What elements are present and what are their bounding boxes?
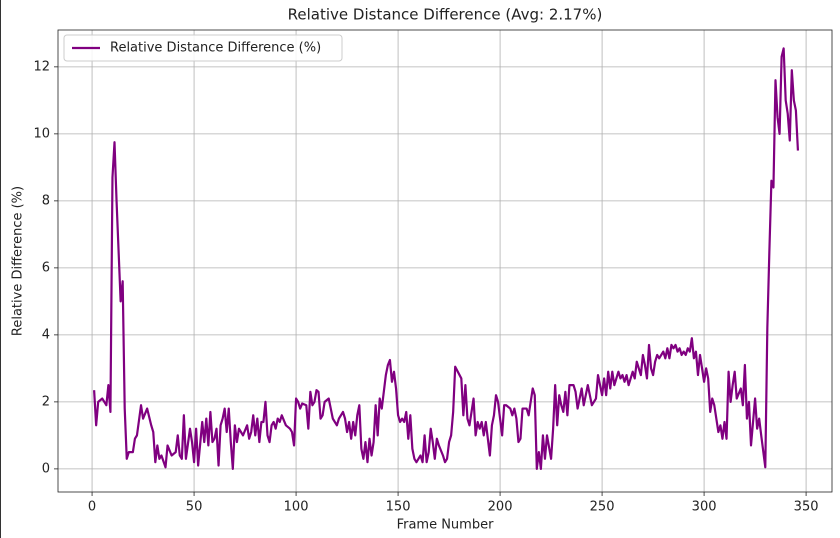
plot-frame <box>57 29 833 493</box>
y-tick-label: 0 <box>42 461 50 476</box>
y-tick-label: 10 <box>33 126 50 141</box>
x-tick-label: 0 <box>88 500 96 515</box>
x-tick-label: 350 <box>794 500 819 515</box>
plot <box>93 47 800 470</box>
y-tick-label: 6 <box>42 260 50 275</box>
x-axis-label: Frame Number <box>397 518 495 533</box>
x-tick-label: 300 <box>692 500 717 515</box>
x-tick-label: 200 <box>488 500 513 515</box>
legend: Relative Distance Difference (%) <box>63 34 343 62</box>
x-tick-label: 100 <box>284 500 309 515</box>
x-tick-label: 50 <box>186 500 203 515</box>
grid: 0 50 100 150 200 250 300 350 0 2 4 6 8 10 12 <box>33 30 832 515</box>
x-tick-label: 150 <box>386 500 411 515</box>
y-tick-label: 4 <box>42 327 50 342</box>
legend-box <box>63 34 343 62</box>
y-axis-label: Relative Difference (%) <box>11 186 26 336</box>
y-tick-label: 2 <box>42 394 50 409</box>
x-tick-label: 250 <box>590 500 615 515</box>
y-tick-label: 8 <box>42 193 50 208</box>
chart-title: Relative Distance Difference (Avg: 2.17%… <box>288 6 603 24</box>
legend-label: Relative Distance Difference (%) <box>110 41 321 56</box>
y-tick-label: 12 <box>33 59 50 74</box>
data-line <box>93 47 800 470</box>
